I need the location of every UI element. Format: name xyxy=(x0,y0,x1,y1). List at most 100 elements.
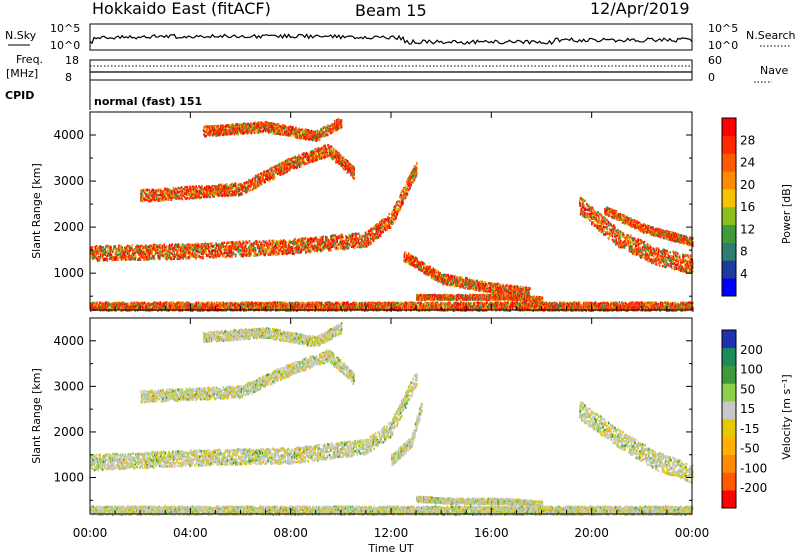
data-cell xyxy=(356,245,359,249)
data-cell xyxy=(105,257,107,261)
nave-label: Nave xyxy=(760,64,788,77)
data-cell xyxy=(112,250,115,253)
data-cell xyxy=(145,244,147,247)
data-cell xyxy=(180,251,183,255)
data-cell xyxy=(262,176,264,179)
data-cell xyxy=(124,251,127,255)
data-cell xyxy=(122,254,124,258)
data-cell xyxy=(115,254,117,257)
data-cell xyxy=(132,248,134,251)
data-cell xyxy=(102,253,105,256)
data-cell xyxy=(108,245,110,248)
data-cell xyxy=(130,247,133,250)
data-cell xyxy=(119,251,122,255)
data-cell xyxy=(109,251,111,254)
data-cell xyxy=(117,254,119,257)
data-cell xyxy=(108,249,110,252)
data-cell xyxy=(210,255,212,258)
data-cell xyxy=(315,152,317,155)
data-cell xyxy=(156,245,159,248)
data-cell xyxy=(114,252,117,255)
data-cell xyxy=(258,184,261,187)
data-cell xyxy=(215,246,217,250)
data-cell xyxy=(115,255,117,259)
data-cell xyxy=(342,163,344,167)
data-cell xyxy=(98,259,101,262)
data-cell xyxy=(155,251,157,254)
data-cell xyxy=(242,255,244,258)
data-cell xyxy=(305,236,307,240)
data-cell xyxy=(238,189,241,192)
data-cell xyxy=(280,173,282,176)
data-cell xyxy=(148,255,151,259)
data-cell xyxy=(153,255,155,258)
data-cell xyxy=(143,253,145,256)
data-cell xyxy=(275,253,277,256)
data-cell xyxy=(212,244,215,247)
data-cell xyxy=(211,247,213,250)
data-cell xyxy=(178,245,180,249)
data-cell xyxy=(260,183,263,186)
data-cell xyxy=(185,247,187,250)
data-cell xyxy=(211,249,214,252)
data-cell xyxy=(150,252,153,255)
data-cell xyxy=(288,169,291,172)
data-cell xyxy=(201,242,204,246)
data-cell xyxy=(142,246,145,249)
data-cell xyxy=(173,257,175,260)
data-cell xyxy=(355,236,357,239)
data-cell xyxy=(151,253,154,256)
data-cell xyxy=(104,247,106,250)
data-cell xyxy=(413,178,416,182)
data-cell xyxy=(95,250,98,253)
data-cell xyxy=(137,250,140,253)
data-cell xyxy=(254,177,256,180)
data-cell xyxy=(189,254,191,258)
data-cell xyxy=(168,250,170,253)
data-cell xyxy=(118,244,120,247)
data-cell xyxy=(154,245,157,248)
data-cell xyxy=(178,192,180,196)
data-cell xyxy=(347,247,350,250)
data-cell xyxy=(288,243,290,246)
data-cell xyxy=(90,252,92,255)
data-cell xyxy=(91,246,94,249)
data-cell xyxy=(132,256,135,259)
data-cell xyxy=(209,132,212,136)
data-cell xyxy=(285,241,287,244)
data-cell xyxy=(135,246,138,249)
data-cell xyxy=(108,257,111,261)
data-cell xyxy=(213,195,216,198)
data-cell xyxy=(177,245,179,249)
data-cell xyxy=(236,241,239,244)
data-cell xyxy=(177,243,180,246)
data-cell xyxy=(125,255,128,258)
data-cell xyxy=(158,245,160,249)
nsky-tick-low: 10^0 xyxy=(50,39,80,52)
data-cell xyxy=(187,243,189,246)
data-cell xyxy=(330,145,333,149)
data-cell xyxy=(185,257,187,260)
data-cell xyxy=(353,173,355,176)
data-cell xyxy=(162,251,165,255)
data-cell xyxy=(165,245,168,248)
data-cell xyxy=(340,123,343,127)
data-cell xyxy=(180,256,182,259)
data-cell xyxy=(187,249,190,253)
data-cell xyxy=(126,258,128,261)
data-cell xyxy=(205,248,207,252)
data-cell xyxy=(410,184,412,187)
data-cell xyxy=(402,190,405,194)
data-cell xyxy=(155,244,158,247)
data-cell xyxy=(116,248,118,251)
data-cell xyxy=(113,258,116,261)
data-cell xyxy=(409,179,412,182)
data-cell xyxy=(133,250,135,254)
data-cell xyxy=(201,252,203,256)
data-cell xyxy=(273,239,275,242)
data-cell xyxy=(200,196,202,199)
data-cell xyxy=(376,233,379,236)
nsky-tick-high-right: 10^5 xyxy=(708,22,738,35)
data-cell xyxy=(315,139,318,142)
nsky-label: N.Sky xyxy=(5,29,37,42)
